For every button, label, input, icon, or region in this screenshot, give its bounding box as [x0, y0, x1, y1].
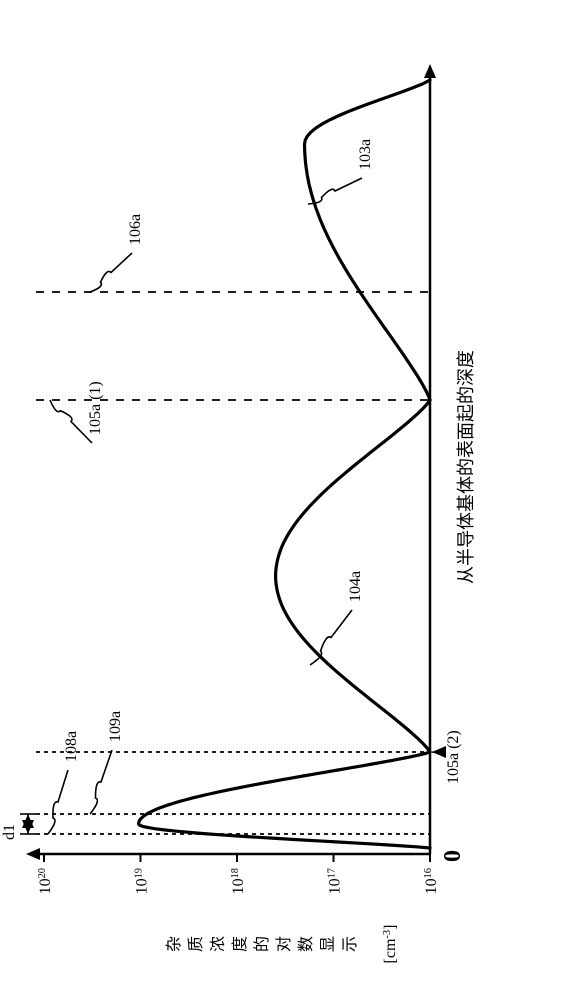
curve-103a [305, 80, 431, 400]
x-axis-label: 从半导体基体的表面起的深度 [456, 350, 476, 584]
callout-109a: 109a [107, 711, 124, 742]
y-axis-label-char: 浓 [209, 936, 227, 952]
leader [50, 400, 92, 443]
callout-108a: 108a [63, 731, 80, 762]
callout-105a2: 105a (2) [445, 730, 462, 784]
chart-root: 1016 1017 1018 1019 1020 杂质浓度的对数显示 [cm-3] 0 从半导体… [0, 0, 566, 1000]
callout-d1: d1 [1, 824, 18, 840]
y-axis-label-char: 示 [342, 936, 359, 952]
y-tick-label: 1019 [133, 868, 151, 894]
leader [310, 610, 352, 665]
y-axis-label-char: 质 [187, 936, 205, 952]
y-axis-label-char: 度 [231, 936, 249, 952]
leader [308, 178, 362, 204]
leader [90, 750, 112, 814]
leader [48, 770, 68, 834]
callout-103a: 103a [357, 139, 374, 170]
leader [90, 253, 132, 292]
y-tick-label: 1016 [423, 868, 441, 894]
x-origin-label: 0 [440, 850, 466, 862]
y-axis-label-char: 显 [320, 936, 337, 952]
y-tick-label: 1018 [230, 868, 248, 894]
callout-106a: 106a [127, 214, 144, 245]
callout-105a1: 105a (1) [87, 381, 104, 435]
y-tick-label: 1017 [326, 868, 344, 894]
y-axis-label-char: 对 [275, 936, 293, 952]
y-tick-label: 1020 [37, 868, 55, 894]
y-axis-unit: [cm-3] [382, 925, 400, 964]
callout-104a: 104a [347, 571, 364, 602]
y-axis-label-char: 的 [253, 936, 271, 952]
y-axis-label-char: 杂 [165, 936, 183, 952]
y-axis-label-char: 数 [297, 936, 315, 952]
